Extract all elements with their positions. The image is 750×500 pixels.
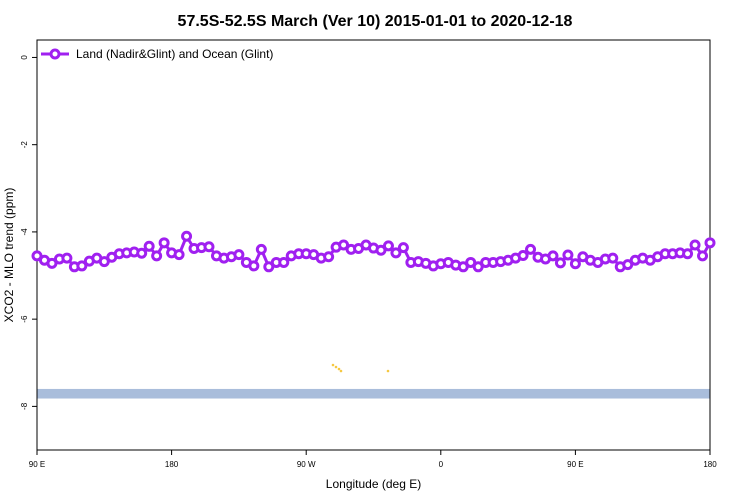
- data-point: [338, 239, 350, 251]
- y-tick-label: -6: [20, 315, 29, 323]
- data-point: [323, 251, 335, 263]
- x-tick-label: 90 W: [297, 460, 316, 469]
- data-point: [375, 244, 387, 256]
- data-point: [517, 249, 529, 261]
- band-mark: [339, 369, 343, 373]
- data-point: [607, 252, 619, 264]
- x-tick-label: 180: [165, 460, 179, 469]
- data-point: [98, 256, 110, 268]
- data-point: [278, 256, 290, 268]
- data-point: [697, 250, 709, 262]
- data-point: [255, 243, 267, 255]
- data-point: [61, 252, 73, 264]
- y-axis: 0 -2 -4 -6 -8: [20, 55, 37, 410]
- x-tick-label: 90 E: [29, 460, 45, 469]
- x-axis-label: Longitude (deg E): [326, 477, 421, 491]
- data-point: [46, 257, 58, 269]
- legend-marker-swatch: [49, 48, 61, 60]
- x-tick-label: 90 E: [567, 460, 583, 469]
- data-point: [704, 237, 716, 249]
- data-coverage-band: [37, 388, 710, 399]
- data-point: [622, 259, 634, 271]
- data-point: [263, 261, 275, 273]
- y-axis-label: XCO2 - MLO trend (ppm): [2, 188, 16, 323]
- y-tick-label: 0: [20, 55, 29, 60]
- data-point: [689, 239, 701, 251]
- data-point: [525, 243, 537, 255]
- data-point: [143, 240, 155, 252]
- data-point: [136, 247, 148, 259]
- data-point: [181, 230, 193, 242]
- data-point: [203, 241, 215, 253]
- data-point: [233, 249, 245, 261]
- y-tick-label: -2: [20, 141, 29, 149]
- data-point: [151, 250, 163, 262]
- data-point: [390, 247, 402, 259]
- band-mark: [337, 367, 341, 371]
- data-point: [173, 249, 185, 261]
- data-point: [397, 242, 409, 254]
- data-point: [472, 261, 484, 273]
- y-tick-label: -8: [20, 402, 29, 410]
- band-mark: [331, 363, 335, 367]
- data-point: [382, 240, 394, 252]
- series-layer: [31, 230, 716, 273]
- plot-area: [31, 39, 716, 451]
- legend-entry-land-ocean: Land (Nadir&Glint) and Ocean (Glint): [76, 47, 273, 61]
- data-point: [248, 260, 260, 272]
- data-point: [158, 237, 170, 249]
- data-point: [76, 260, 88, 272]
- data-point: [682, 248, 694, 260]
- data-point: [554, 257, 566, 269]
- x-tick-label: 0: [439, 460, 444, 469]
- band-mark: [334, 365, 338, 369]
- data-point: [569, 258, 581, 270]
- x-tick-label: 180: [703, 460, 717, 469]
- data-point: [547, 250, 559, 262]
- data-point: [457, 261, 469, 273]
- chart-title: 57.5S-52.5S March (Ver 10) 2015-01-01 to…: [178, 13, 573, 30]
- legend: Land (Nadir&Glint) and Ocean (Glint): [41, 47, 273, 61]
- x-axis: 90 E 180 90 W 0 90 E 180: [29, 450, 717, 469]
- data-point: [562, 249, 574, 261]
- data-point: [465, 256, 477, 268]
- data-point: [31, 250, 43, 262]
- band-marks: [331, 363, 390, 373]
- y-tick-label: -4: [20, 228, 29, 236]
- band-mark: [386, 369, 390, 373]
